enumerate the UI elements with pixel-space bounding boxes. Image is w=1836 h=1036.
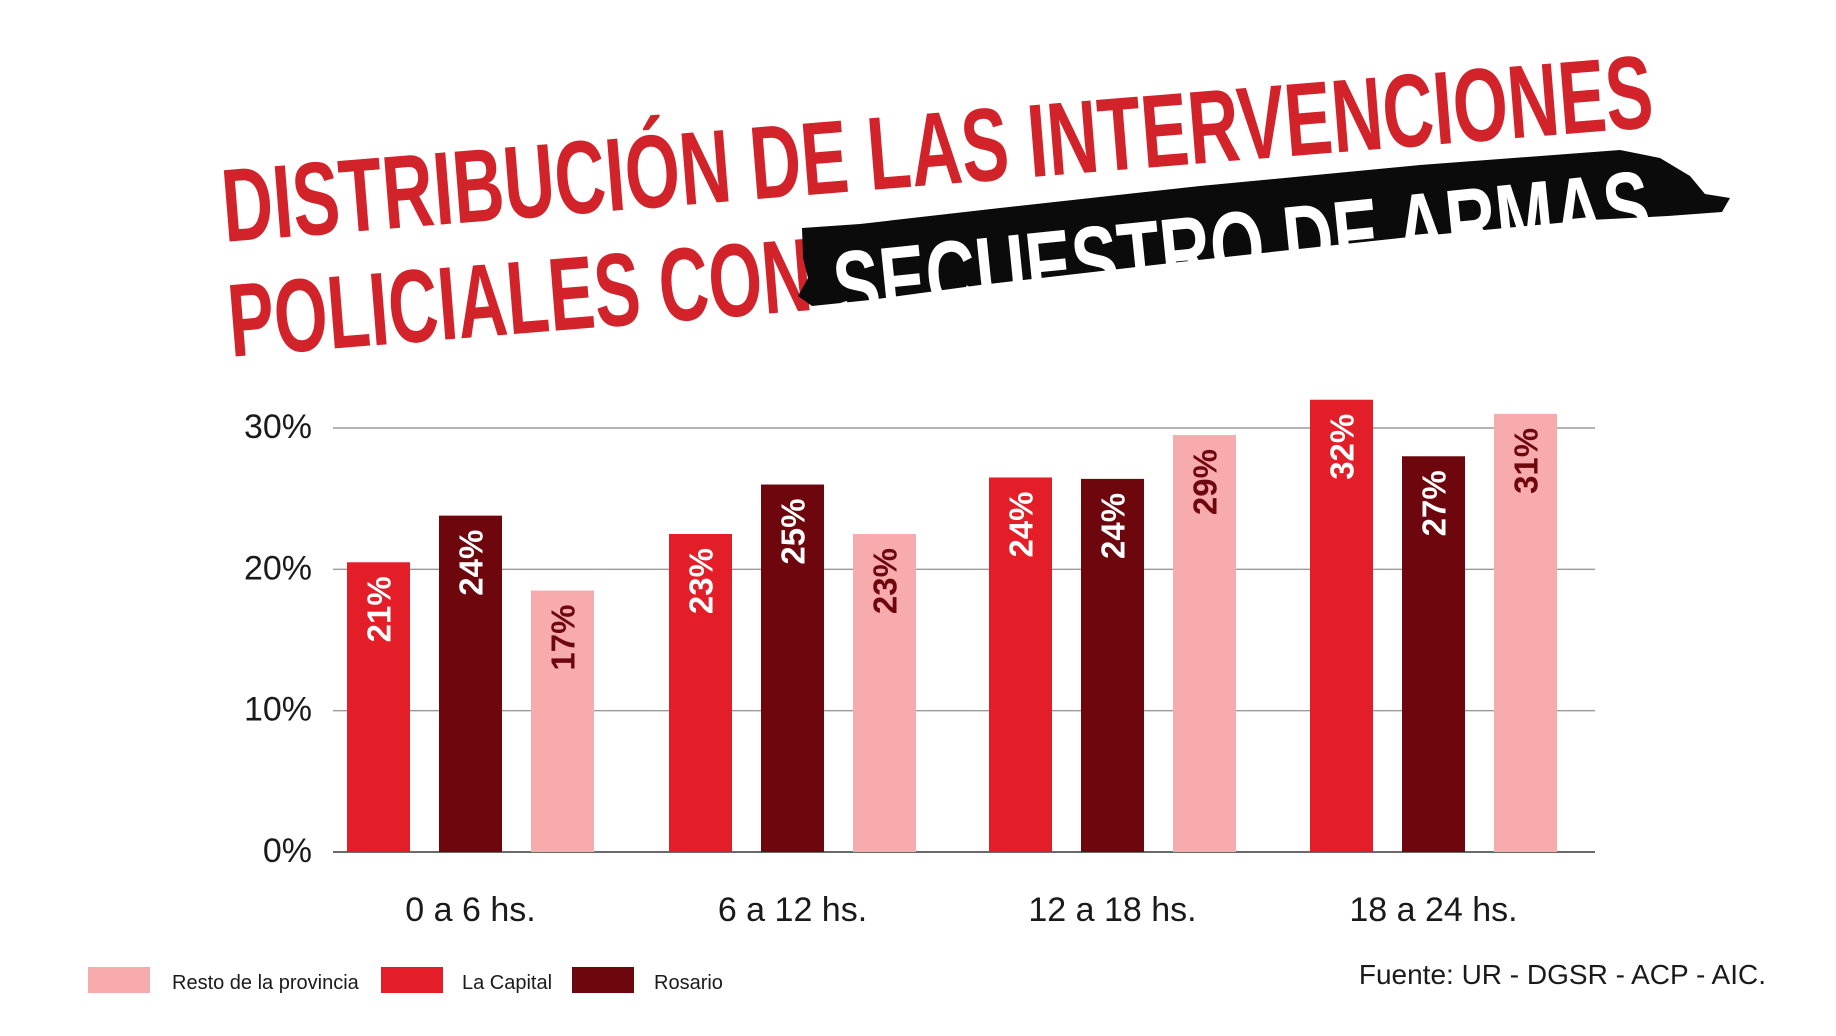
title-highlight-banner <box>798 150 1730 306</box>
legend: Resto de la provincia La Capital Rosario <box>88 967 723 994</box>
y-tick-label: 0% <box>263 832 312 870</box>
y-tick-label: 10% <box>244 691 312 729</box>
bar <box>1402 456 1465 852</box>
x-tick-label: 18 a 24 hs. <box>1349 891 1517 929</box>
bar-value-label: 23% <box>867 548 904 614</box>
bars <box>347 399 1557 852</box>
legend-swatch <box>381 967 443 993</box>
bar <box>853 534 916 852</box>
x-axis-ticks: 0 a 6 hs. 6 a 12 hs. 12 a 18 hs. 18 a 24 hs… <box>405 891 1517 929</box>
bar <box>1081 478 1144 852</box>
bar <box>531 590 594 852</box>
bar <box>761 484 824 852</box>
legend-label: La Capital <box>462 972 552 994</box>
bar <box>989 477 1052 852</box>
x-tick-label: 12 a 18 hs. <box>1028 891 1196 929</box>
x-tick-label: 6 a 12 hs. <box>718 891 867 929</box>
source-note: Fuente: UR - DGSR - ACP - AIC. <box>1359 959 1766 990</box>
bar-value-label: 25% <box>775 499 812 565</box>
legend-label: Rosario <box>654 972 723 994</box>
bar <box>1173 435 1236 852</box>
legend-label: Resto de la provincia <box>172 972 360 994</box>
legend-swatch <box>572 967 634 993</box>
bar <box>1494 413 1557 852</box>
bar-value-label: 29% <box>1187 449 1224 515</box>
bar-value-label: 24% <box>453 530 490 596</box>
bar <box>347 562 410 852</box>
y-axis-ticks: 0% 10% 20% 30% <box>244 408 312 870</box>
bar-value-label: 31% <box>1508 428 1545 494</box>
bar-value-label: 21% <box>361 576 398 642</box>
bar-value-label: 24% <box>1095 493 1132 559</box>
y-tick-label: 20% <box>244 549 312 587</box>
y-tick-label: 30% <box>244 408 312 446</box>
bar <box>439 515 502 852</box>
legend-swatch <box>88 967 150 993</box>
x-tick-label: 0 a 6 hs. <box>405 891 535 929</box>
bar-data-labels: 21% 23% 24% 32% 24% 25% 24% 27% 17% 23% 29% 31% <box>361 414 1545 671</box>
bar-value-label: 24% <box>1003 491 1040 557</box>
bar-value-label: 17% <box>545 605 582 671</box>
bar-value-label: 32% <box>1324 414 1361 480</box>
bar <box>1310 399 1373 852</box>
bar-value-label: 23% <box>683 548 720 614</box>
bar <box>669 534 732 852</box>
bar-value-label: 27% <box>1416 470 1453 536</box>
